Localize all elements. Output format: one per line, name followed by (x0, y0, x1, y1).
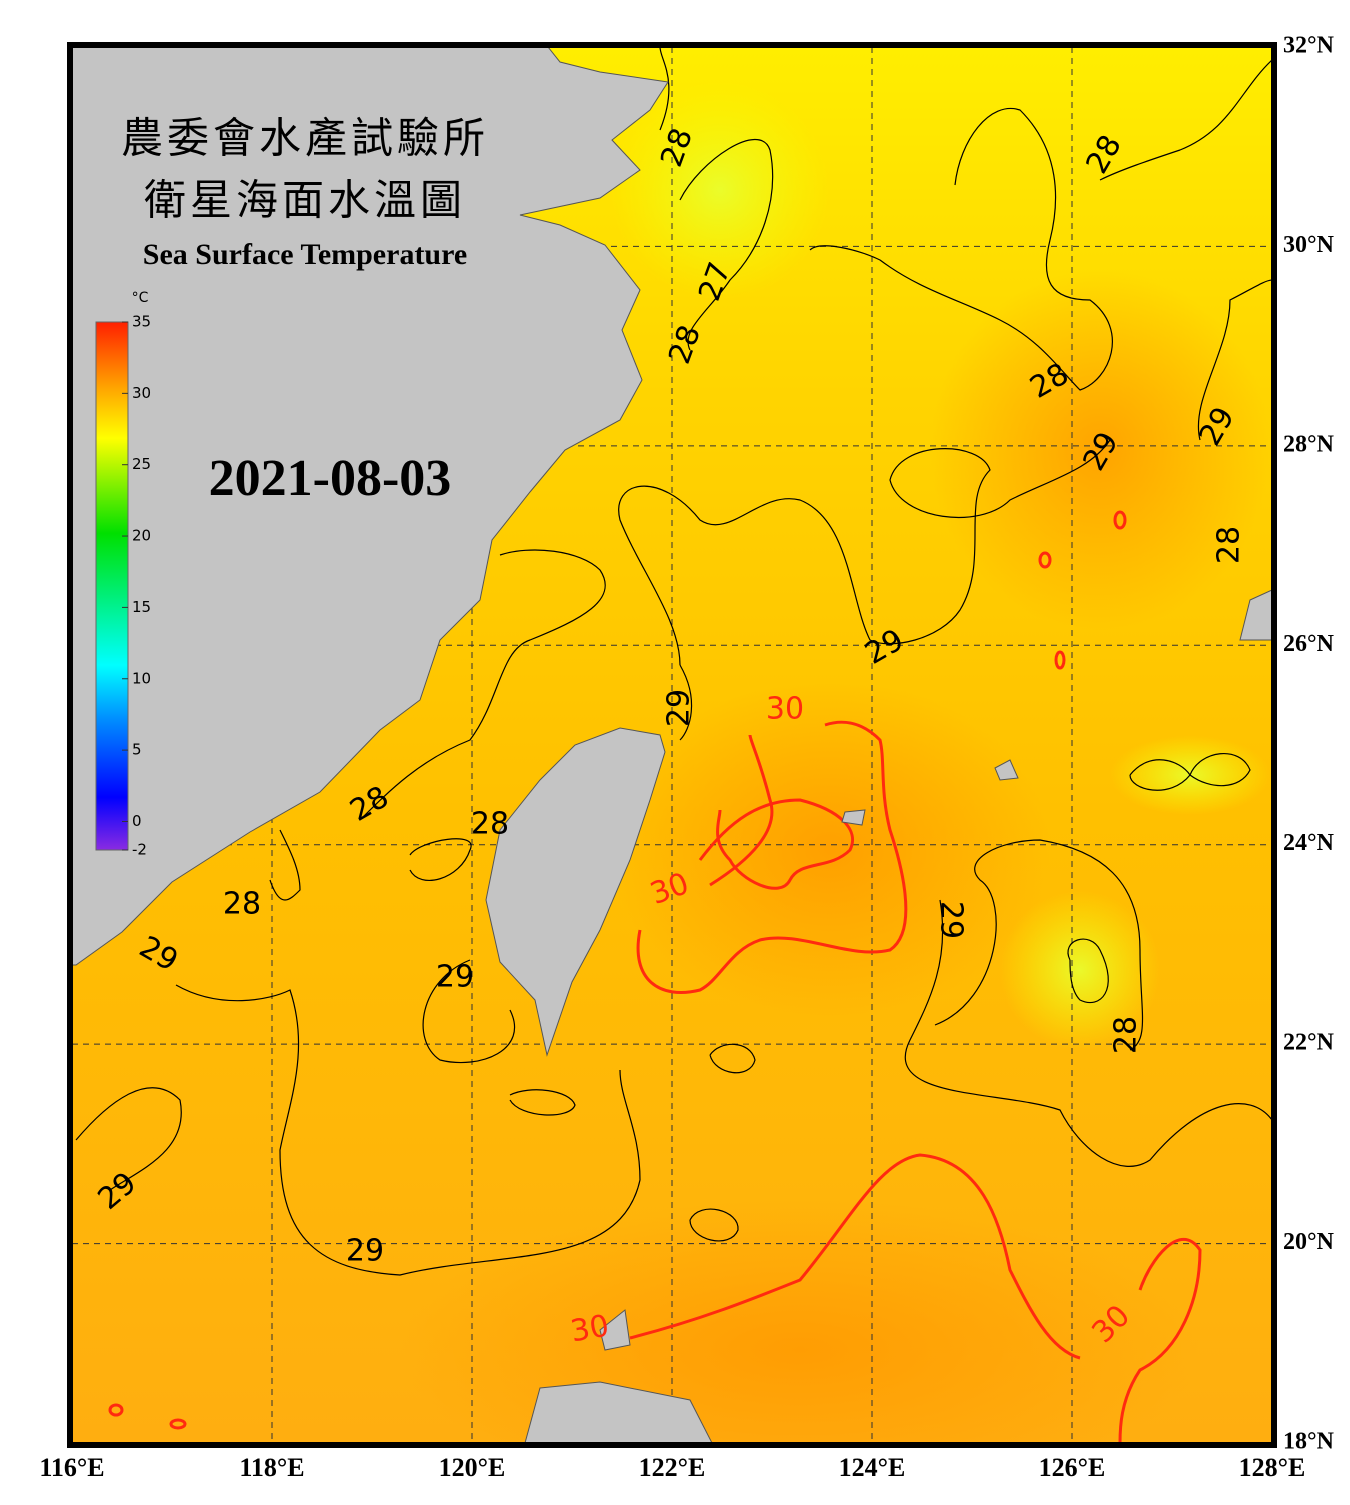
colorbar-tick-label: 25 (132, 455, 151, 473)
colorbar-tick-label: 5 (132, 741, 142, 759)
lat-label: 24°N (1283, 830, 1335, 856)
subtitle: Sea Surface Temperature (143, 238, 467, 271)
contour-label: 30 (766, 692, 804, 727)
lat-label: 26°N (1283, 631, 1335, 657)
colorbar (95, 321, 129, 851)
colorbar-tick-label: 15 (132, 598, 151, 616)
lat-label: 30°N (1283, 232, 1335, 258)
colorbar-tick-label: -2 (132, 841, 147, 859)
map-frame (67, 42, 1277, 1448)
lon-label: 116°E (39, 1453, 104, 1482)
colorbar-ticks: 35 30 25 20 15 10 5 0 -2 (122, 313, 151, 859)
contours-28 (269, 47, 1272, 1242)
colorbar-unit: °C (132, 290, 149, 306)
lat-label: 28°N (1283, 431, 1335, 457)
contour-label: 28 (1212, 526, 1247, 564)
contour-label: 28 (223, 887, 261, 922)
cool-area (610, 80, 830, 300)
colorbar-tick-label: 30 (132, 384, 151, 402)
title-line-2: 衛星海面水溫圖 (144, 179, 466, 225)
axis-labels: 116°E 118°E 120°E 122°E 124°E 126°E 128°E 32°N 3… (39, 33, 1334, 1482)
contours-30 (108, 510, 1202, 1443)
island (1239, 589, 1272, 641)
title-line-1: 農委會水產試驗所 (121, 116, 489, 163)
lon-label: 124°E (839, 1453, 906, 1482)
contour-label: 28 (1109, 1016, 1144, 1054)
island (994, 759, 1019, 781)
colorbar-tick-label: 10 (132, 669, 151, 687)
lat-label: 32°N (1283, 33, 1335, 59)
warm-area (610, 680, 1050, 1020)
contour-label: 29 (346, 1234, 384, 1269)
cool-area (1000, 890, 1160, 1050)
contour-label: 29 (934, 901, 969, 939)
island (841, 809, 866, 826)
lon-label: 122°E (639, 1453, 706, 1482)
contour-label: 29 (436, 960, 474, 995)
lon-label: 128°E (1239, 1453, 1306, 1482)
lat-label: 20°N (1283, 1229, 1335, 1255)
warm-area (930, 270, 1270, 630)
land (72, 47, 1272, 1443)
contour-label: 29 (662, 689, 697, 727)
mainland-china (72, 47, 669, 966)
colorbar-tick-label: 35 (132, 313, 151, 331)
contour-label: 28 (471, 807, 509, 842)
lon-label: 118°E (239, 1453, 304, 1482)
lon-label: 126°E (1039, 1453, 1106, 1482)
taiwan (485, 727, 666, 1057)
luzon (524, 1381, 713, 1443)
lon-label: 120°E (439, 1453, 506, 1482)
lat-label: 22°N (1283, 1030, 1335, 1056)
contours-29 (75, 279, 1272, 1276)
island (599, 1309, 631, 1351)
lat-label: 18°N (1283, 1429, 1335, 1455)
colorbar-tick-label: 20 (132, 527, 151, 545)
contour-label: 30 (568, 1308, 612, 1349)
colorbar-tick-label: 0 (132, 812, 142, 830)
date: 2021-08-03 (209, 450, 452, 507)
